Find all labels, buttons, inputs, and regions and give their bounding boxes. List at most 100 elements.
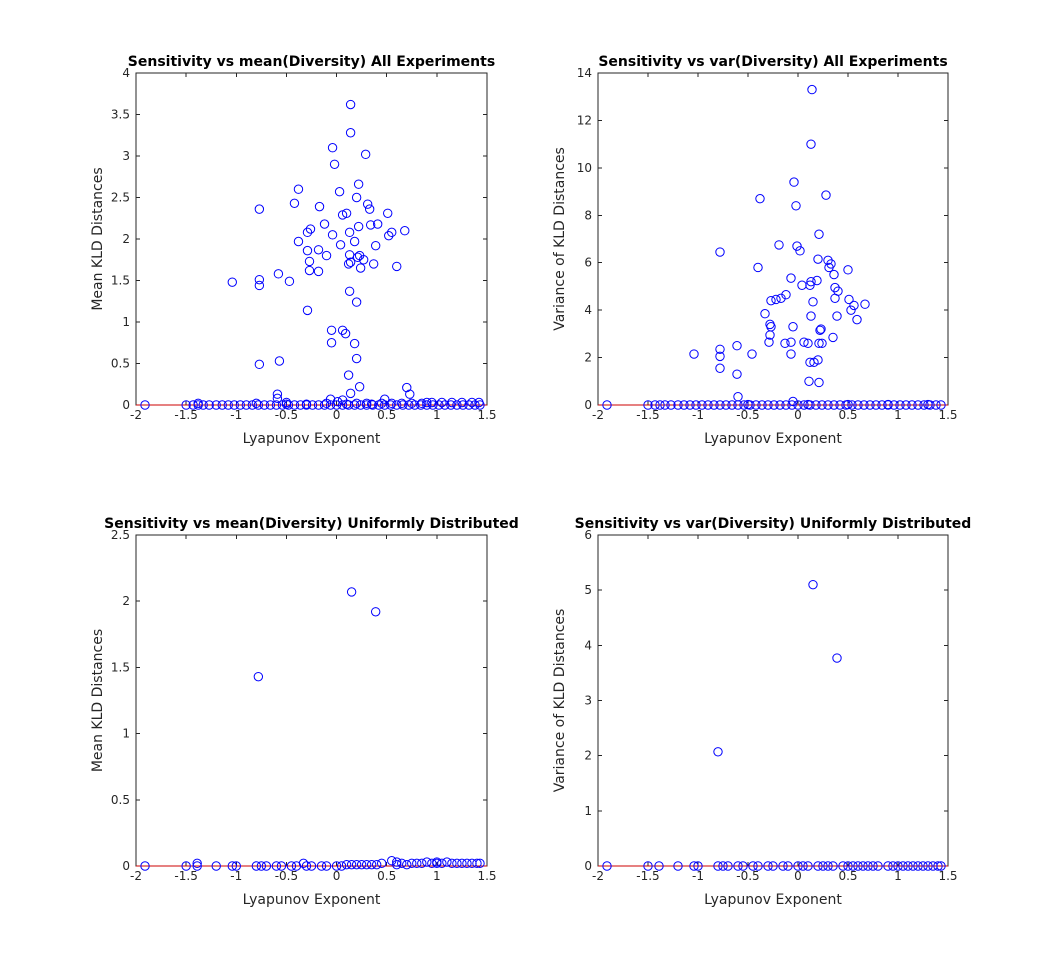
- x-tick-label: -1.5: [636, 869, 659, 883]
- data-point: [602, 861, 612, 871]
- data-point: [808, 579, 818, 590]
- x-axis-label: Lyapunov Exponent: [704, 431, 842, 447]
- data-point: [140, 400, 150, 410]
- data-point: [753, 861, 763, 871]
- data-point: [227, 277, 237, 287]
- x-tick-label: -0.5: [736, 408, 759, 422]
- data-point: [253, 400, 264, 410]
- data-point: [679, 400, 689, 410]
- data-point: [830, 293, 840, 303]
- y-tick-label: 2.5: [111, 528, 130, 542]
- data-point: [412, 858, 422, 869]
- chart-title: Sensitivity vs var(Diversity) All Experi…: [598, 54, 947, 70]
- data-point: [188, 400, 198, 410]
- y-tick-label: 1: [584, 804, 592, 818]
- data-point: [298, 858, 309, 869]
- data-point: [830, 282, 840, 293]
- data-point: [341, 399, 352, 409]
- data-point: [936, 861, 946, 871]
- data-point: [407, 398, 417, 409]
- data-point: [738, 861, 748, 871]
- data-point: [402, 859, 412, 870]
- data-point: [818, 861, 828, 871]
- data-point: [808, 297, 818, 307]
- y-tick-label: 2: [122, 232, 130, 246]
- data-point: [254, 204, 265, 214]
- data-point: [301, 861, 312, 871]
- data-point: [211, 861, 221, 871]
- x-tick-label: -1: [692, 408, 704, 422]
- data-point: [766, 295, 776, 306]
- data-point: [273, 269, 284, 279]
- data-point: [472, 858, 482, 869]
- data-point: [331, 861, 342, 871]
- y-tick-label: 0.5: [111, 793, 130, 807]
- data-point: [416, 400, 426, 410]
- data-point: [788, 322, 798, 332]
- data-point: [913, 861, 923, 871]
- data-point: [798, 861, 808, 871]
- data-point: [343, 370, 354, 380]
- data-point: [227, 861, 237, 871]
- data-point: [763, 400, 773, 410]
- x-axis-label: Lyapunov Exponent: [704, 892, 842, 908]
- data-point: [797, 280, 807, 290]
- x-tick-label: 1: [433, 869, 441, 883]
- data-point: [799, 400, 809, 410]
- data-point: [304, 265, 315, 276]
- y-tick-label: 4: [584, 638, 592, 652]
- data-point: [336, 861, 347, 871]
- y-tick-label: 4: [584, 303, 592, 317]
- data-point: [223, 400, 233, 410]
- data-point: [442, 857, 452, 867]
- y-tick-label: 1: [122, 727, 130, 741]
- data-point: [345, 257, 356, 267]
- y-tick-label: 6: [584, 256, 592, 270]
- data-point: [803, 399, 813, 410]
- data-point: [355, 263, 366, 273]
- data-point: [806, 276, 816, 287]
- data-point: [341, 208, 352, 218]
- data-point: [792, 241, 802, 251]
- data-point: [838, 861, 848, 871]
- data-point: [787, 400, 797, 410]
- data-point: [271, 400, 282, 410]
- data-point: [823, 400, 833, 410]
- data-point: [366, 399, 377, 409]
- data-point: [691, 400, 701, 410]
- y-tick-label: 5: [584, 583, 592, 597]
- data-point: [271, 861, 282, 871]
- x-tick-label: -1: [692, 869, 704, 883]
- data-point: [253, 671, 264, 682]
- data-point: [422, 400, 432, 410]
- data-point: [325, 400, 336, 410]
- data-point: [372, 219, 383, 229]
- data-point: [307, 400, 318, 410]
- data-point: [765, 330, 775, 340]
- data-point: [392, 400, 402, 410]
- x-tick-label: 0: [794, 869, 802, 883]
- data-point: [793, 861, 803, 871]
- data-point: [689, 861, 699, 871]
- data-point: [464, 400, 474, 410]
- data-point: [859, 400, 869, 410]
- data-point: [786, 349, 796, 359]
- data-point: [721, 400, 731, 410]
- data-point: [370, 240, 381, 251]
- data-point: [727, 400, 737, 410]
- data-point: [769, 400, 779, 410]
- data-point: [768, 861, 778, 871]
- x-tick-label: 0.5: [377, 408, 396, 422]
- data-point: [251, 861, 262, 871]
- data-point: [783, 861, 793, 871]
- data-point: [748, 861, 758, 871]
- data-point: [422, 857, 432, 867]
- y-tick-label: 0: [584, 859, 592, 873]
- data-point: [713, 861, 723, 871]
- x-tick-label: 0.5: [838, 869, 857, 883]
- data-point: [643, 861, 653, 871]
- x-tick-label: -2: [130, 869, 142, 883]
- data-point: [231, 861, 241, 871]
- y-tick-label: 2: [584, 749, 592, 763]
